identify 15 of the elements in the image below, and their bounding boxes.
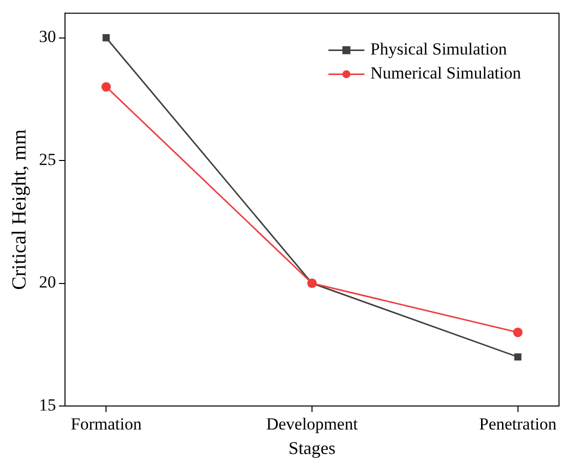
point: [101, 82, 111, 92]
legend-label: Physical Simulation: [370, 40, 508, 59]
point: [514, 353, 522, 360]
y-tick-label: 25: [39, 150, 56, 169]
y-tick-label: 15: [39, 395, 56, 414]
y-axis-title: Critical Height, mm: [8, 128, 30, 290]
point: [102, 34, 110, 42]
y-tick-label: 30: [39, 27, 56, 46]
legend-label: Numerical Simulation: [370, 64, 522, 83]
x-tick-label: Development: [266, 414, 358, 434]
x-tick-label: Penetration: [479, 414, 558, 434]
point: [513, 328, 523, 338]
x-axis-title: Stages: [288, 438, 336, 458]
y-tick-label: 20: [39, 272, 56, 292]
x-tick-label: Formation: [70, 414, 142, 434]
